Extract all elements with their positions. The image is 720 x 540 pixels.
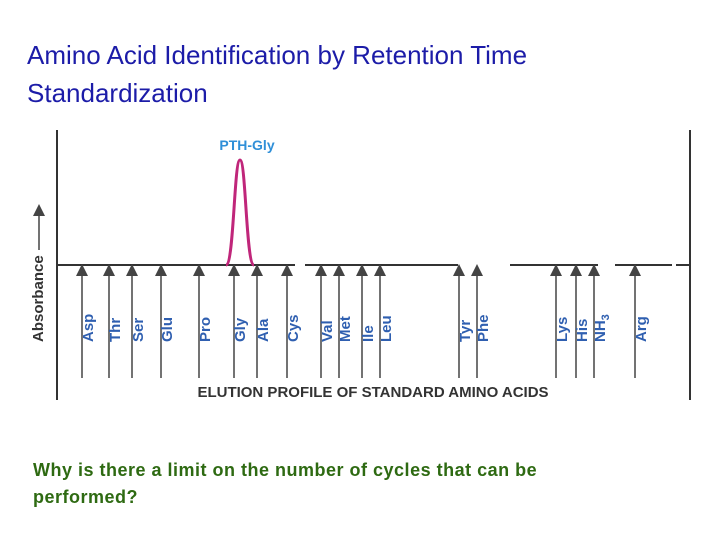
question-line: performed?: [33, 487, 138, 507]
amino-acid-label: Thr: [107, 318, 124, 342]
x-axis-label: ELUTION PROFILE OF STANDARD AMINO ACIDS: [197, 384, 548, 401]
amino-acid-label: Ile: [360, 325, 377, 342]
amino-acid-label: Met: [337, 316, 354, 342]
amino-acid-label: His: [574, 319, 591, 342]
amino-acid-label: Val: [319, 320, 336, 342]
amino-acid-label: Cys: [285, 314, 302, 342]
amino-acid-label: Asp: [80, 314, 97, 342]
amino-acid-label: NH3: [592, 314, 612, 342]
question-line: Why is there a limit on the number of cy…: [33, 460, 537, 480]
title-line: Standardization: [27, 78, 208, 108]
figure: PTH-Gly Absorbance ELUTION PROFILE OF ST…: [30, 130, 691, 401]
peak-label: PTH-Gly: [219, 137, 274, 153]
amino-acid-label: Ala: [255, 318, 272, 342]
peak: [224, 158, 256, 267]
amino-acid-label: Tyr: [457, 320, 474, 342]
label-sub: 3: [600, 314, 612, 320]
y-axis-label: Absorbance: [30, 255, 47, 342]
amino-acid-label: Lys: [554, 317, 571, 342]
title-line: Amino Acid Identification by Retention T…: [27, 40, 527, 70]
amino-acid-label: Leu: [378, 315, 395, 342]
label-main: NH: [592, 320, 609, 342]
amino-acid-label: Gly: [232, 317, 249, 342]
amino-acid-labels: Asp Thr Ser Glu Pro Gly Ala Cys Val Met Ile Leu Tyr P…: [76, 264, 650, 378]
amino-acid-label: Phe: [475, 314, 492, 342]
amino-acid-label: Pro: [197, 317, 214, 342]
amino-acid-label: Glu: [159, 317, 176, 342]
amino-acid-label: Ser: [130, 318, 147, 342]
amino-acid-label: Arg: [633, 316, 650, 342]
